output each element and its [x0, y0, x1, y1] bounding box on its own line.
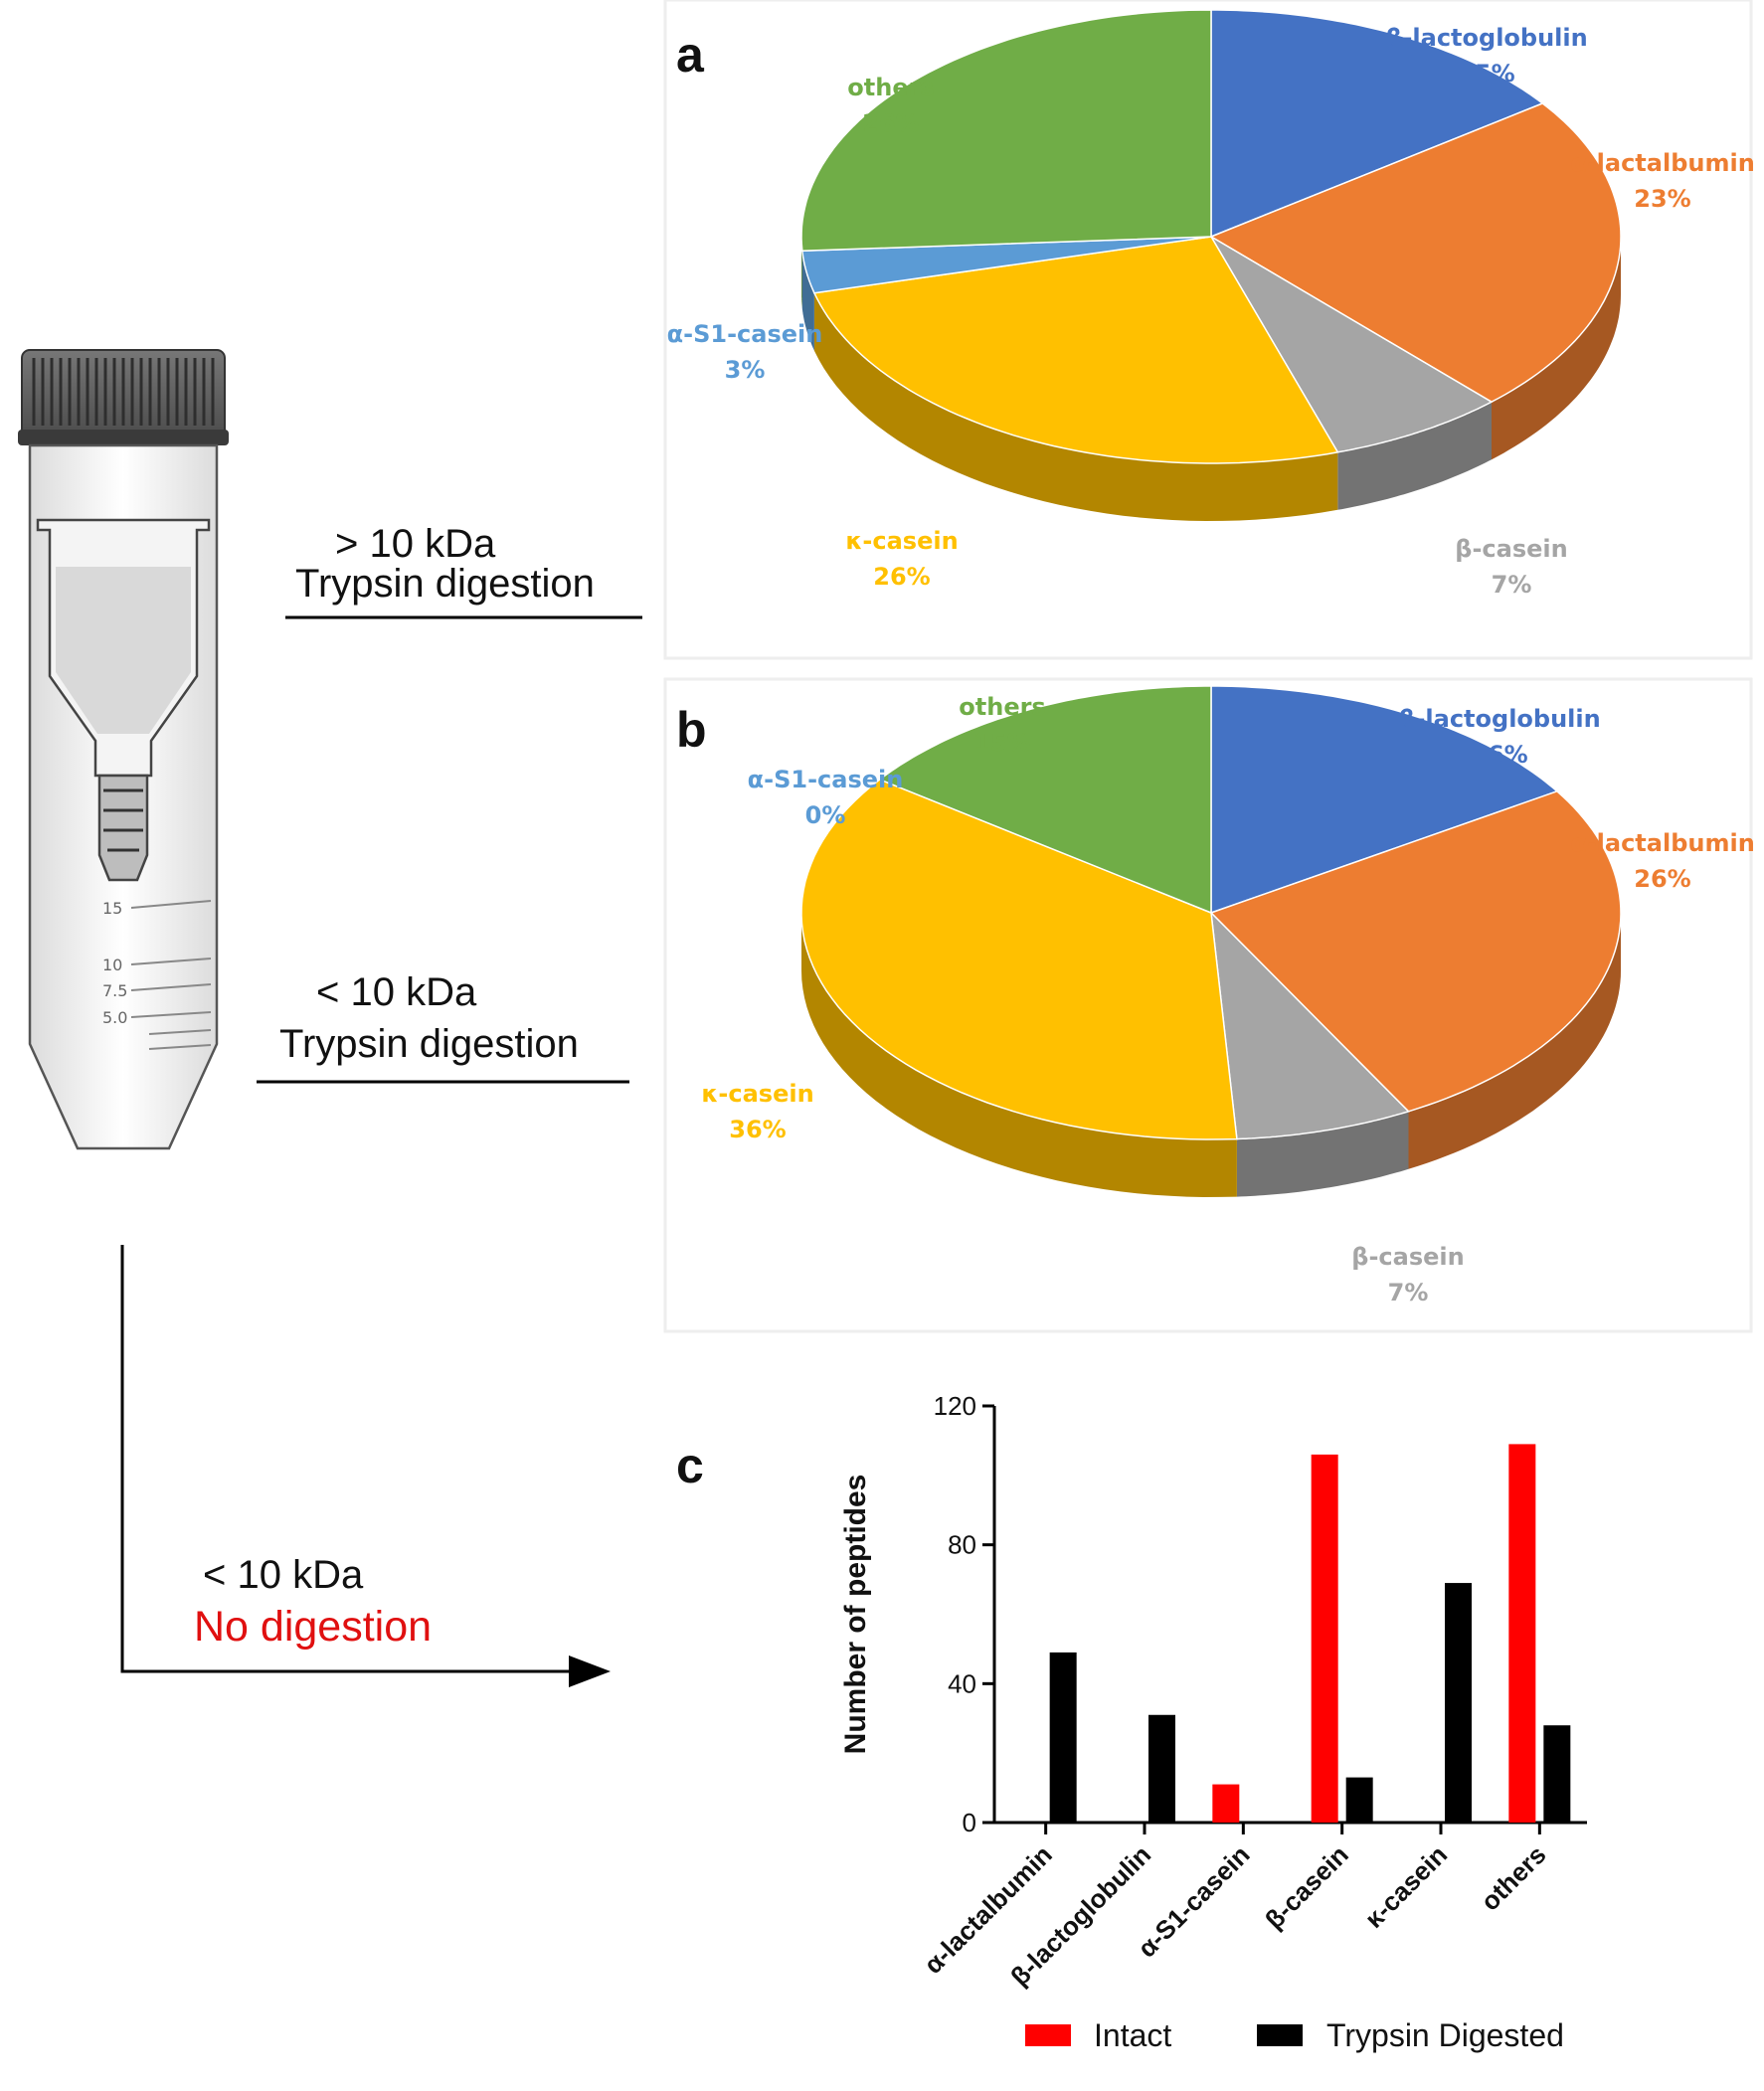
pie-label-casein: κ-casein — [701, 1080, 813, 1108]
step1-method-label: Trypsin digestion — [295, 562, 595, 606]
pie-percent-casein: 7% — [1492, 571, 1532, 599]
bar-trypsin-digested-casein — [1345, 1777, 1373, 1823]
legend-swatch-trypsin-digested — [1257, 2024, 1303, 2046]
pie-percent-lactoglobulin: 16% — [1471, 741, 1527, 769]
pie-percent-lactalbumin: 26% — [1634, 865, 1690, 893]
step2-method-label: Trypsin digestion — [279, 1022, 579, 1066]
pie-label-casein: β-casein — [1351, 1243, 1464, 1271]
pie-slice-others — [800, 9, 1212, 253]
pie-label-casein: κ-casein — [845, 527, 958, 555]
bar-trypsin-digested-lactalbumin — [1049, 1652, 1077, 1823]
filter-stem-detail — [103, 788, 143, 852]
pie-side-lactalbumin — [1492, 237, 1621, 460]
legend-swatch-intact — [1025, 2024, 1071, 2046]
x-category-label: others — [1475, 1839, 1551, 1916]
pie-slice-lactalbumin — [1209, 102, 1622, 404]
tube-cap-ridges — [32, 358, 215, 426]
step3-arrow-line — [120, 1245, 577, 1673]
tube-cap-rim — [18, 430, 229, 445]
step3-size-label: < 10 kDa — [203, 1553, 364, 1597]
grad-label-5-0: 5.0 — [102, 1008, 127, 1027]
centrifuge-tube: 15 10 7.5 5.0 — [18, 349, 229, 1150]
pie-side-lactalbumin — [1408, 913, 1621, 1169]
bar-trypsin-digested-casein — [1445, 1583, 1472, 1823]
panel-b-letter: b — [676, 702, 707, 758]
step3-method-label: No digestion — [194, 1603, 432, 1651]
pie-slice-others — [878, 685, 1212, 915]
y-axis-title: Number of peptides — [839, 1475, 872, 1755]
pie-label-s1-casein: α-S1-casein — [667, 320, 823, 348]
pie-percent-others: 26% — [862, 109, 919, 137]
pie-label-lactalbumin: α-lactalbumin — [1570, 829, 1755, 857]
pie-percent-lactalbumin: 23% — [1634, 185, 1690, 213]
pie-percent-lactoglobulin: 15% — [1458, 60, 1514, 87]
panel-c-letter: c — [676, 1438, 704, 1493]
pie-slice-casein — [1210, 910, 1410, 1140]
pie-slice-casein — [812, 236, 1339, 464]
x-category-label: β-casein — [1259, 1839, 1354, 1935]
y-tick-label: 0 — [963, 1808, 976, 1837]
pie-percent-casein: 7% — [1388, 1279, 1429, 1307]
pie-label-lactoglobulin: β-lactoglobulin — [1398, 705, 1600, 733]
legend-label-trypsin-digested: Trypsin Digested — [1326, 2017, 1564, 2053]
pie-percent-casein: 36% — [729, 1116, 786, 1143]
pie-side-casein — [1236, 1111, 1409, 1197]
step2-size-label: < 10 kDa — [316, 970, 477, 1014]
pie-label-casein: β-casein — [1455, 535, 1567, 563]
pie-slice-s1-casein — [800, 236, 1212, 294]
pie-slice-lactoglobulin — [1210, 9, 1544, 239]
bar-intact-casein — [1311, 1454, 1338, 1823]
pie-slice-casein — [1208, 234, 1494, 453]
pie-side-casein — [801, 913, 1237, 1197]
pie-percent-others: 15% — [973, 729, 1030, 757]
pie-chart-b: β-lactoglobulin 16% α-lactalbumin 26% β-case… — [701, 685, 1755, 1307]
tube-graduations: 15 10 7.5 5.0 — [102, 899, 212, 1050]
y-tick-label: 120 — [934, 1391, 976, 1421]
pie-label-lactalbumin: α-lactalbumin — [1570, 149, 1755, 177]
filter-liquid — [56, 567, 191, 734]
pie-percent-casein: 26% — [873, 563, 930, 591]
pie-chart-a: β-lactoglobulin 15% α-lactalbumin 23% β-case… — [667, 9, 1755, 599]
pie-percent-s1-casein: 0% — [805, 801, 846, 829]
panel-a-letter: a — [676, 27, 705, 83]
pie-percent-s1-casein: 3% — [725, 356, 766, 384]
y-tick-label: 40 — [948, 1668, 976, 1698]
filter-stem — [97, 774, 149, 882]
pie-label-others: others — [847, 74, 934, 101]
pie-label-lactoglobulin: β-lactoglobulin — [1385, 24, 1587, 52]
bar-trypsin-digested-lactoglobulin — [1148, 1714, 1175, 1823]
step1-size-label: > 10 kDa — [335, 522, 496, 566]
pie-slice-lactoglobulin — [1210, 685, 1559, 915]
step3-arrowhead — [569, 1655, 611, 1687]
grad-label-7-5: 7.5 — [102, 981, 127, 1000]
bar-intact-others — [1508, 1444, 1536, 1823]
x-category-label: κ-casein — [1358, 1839, 1453, 1934]
legend-label-intact: Intact — [1094, 2017, 1171, 2053]
y-tick-label: 80 — [948, 1530, 976, 1560]
pie-label-others: others — [959, 693, 1045, 721]
pie-label-s1-casein: α-S1-casein — [748, 766, 904, 793]
grad-label-10: 10 — [102, 956, 122, 974]
pie-side-s1-casein — [801, 251, 814, 351]
pie-slice-lactalbumin — [1209, 789, 1622, 1113]
grad-label-15: 15 — [102, 899, 122, 918]
bar-trypsin-digested-others — [1543, 1725, 1571, 1823]
pie-slice-casein — [800, 779, 1238, 1140]
pie-side-casein — [1337, 402, 1492, 510]
bar-intact-s1-casein — [1212, 1784, 1240, 1823]
